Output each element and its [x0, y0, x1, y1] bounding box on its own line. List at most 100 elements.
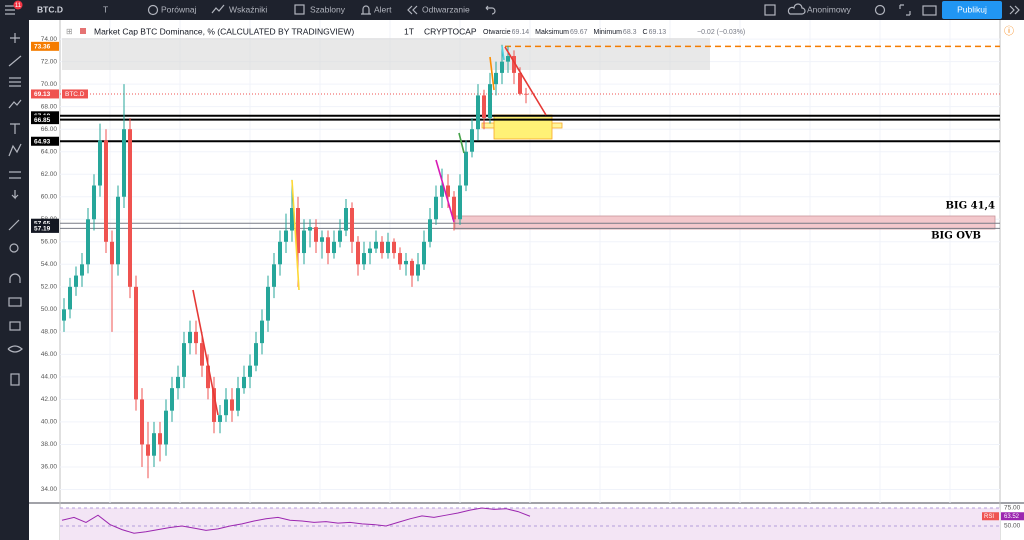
candle-body: [296, 208, 300, 254]
candle-body: [338, 230, 342, 242]
y-tick-label: 40.00: [41, 419, 58, 426]
candle-body: [416, 264, 420, 276]
ohlc-legend: Otwarcie 69.14 Maksimum 69.67 Minimum 68.3 C 69…: [483, 29, 666, 36]
candles: [62, 44, 528, 479]
candle-body: [272, 264, 276, 287]
y-tick-label: 50.00: [41, 306, 58, 313]
candle-body: [110, 241, 114, 265]
fullscreen[interactable]: [899, 4, 911, 16]
candle-body: [404, 260, 408, 265]
candle-body: [326, 237, 330, 254]
indicators[interactable]: Wskaźniki: [229, 4, 267, 14]
legend-toggle[interactable]: ⊞: [66, 27, 73, 36]
candle-body: [194, 331, 198, 344]
y-tick-label: 54.00: [41, 261, 58, 268]
settings[interactable]: [874, 4, 886, 16]
legend-value: 69.14: [512, 29, 530, 36]
candle-body: [260, 320, 264, 344]
undo[interactable]: [485, 5, 496, 15]
candle-body: [470, 129, 474, 152]
candle-body: [182, 343, 186, 377]
candle-body: [332, 241, 336, 254]
legend-label: Minimum: [594, 29, 623, 36]
candle-body: [380, 241, 384, 254]
candle-body: [308, 227, 312, 231]
change: −0.02 (−0.03%): [697, 29, 745, 36]
y-tick-label: 62.00: [41, 171, 58, 178]
candle-body: [254, 343, 258, 366]
publish[interactable]: Publikuj: [957, 4, 987, 14]
candle-body: [206, 365, 210, 389]
rsi-name: RSI: [984, 514, 994, 520]
compare[interactable]: Porównaj: [161, 4, 197, 14]
publish-button[interactable]: [942, 1, 1002, 19]
candle-body: [284, 230, 288, 242]
warning-icon[interactable]: ⓘ: [1004, 26, 1014, 38]
legend-label: Maksimum: [535, 29, 569, 36]
candle-body: [236, 388, 240, 411]
rsi-line: [61, 507, 531, 534]
symbol-icon: [80, 28, 86, 34]
level-label-bg: [31, 41, 59, 51]
exchange: CRYPTOCAP: [424, 26, 477, 36]
y-tick-label: 70.00: [41, 81, 58, 88]
user[interactable]: Anonimowy: [807, 4, 852, 14]
level-label-bg: [31, 136, 59, 146]
candle-body: [146, 444, 150, 456]
symbol[interactable]: BTC.D: [37, 4, 63, 14]
y-tick-label: 60.00: [41, 193, 58, 200]
candle-body: [278, 241, 282, 265]
candle-body: [314, 227, 318, 242]
candle-body: [122, 129, 126, 197]
candle-body: [350, 208, 354, 242]
drawing-tools[interactable]: [7, 33, 23, 386]
candle-body: [98, 140, 102, 186]
level-label-bg: [31, 115, 59, 125]
candle-body: [434, 196, 438, 220]
candle-body: [368, 248, 372, 254]
y-tick-label: 68.00: [41, 103, 58, 110]
candle-body: [392, 241, 396, 254]
candle-body: [440, 185, 444, 197]
compare-icon: [147, 4, 159, 16]
candle-body: [356, 241, 360, 265]
legend-label: C: [643, 29, 648, 36]
alert[interactable]: Alert: [374, 4, 392, 14]
snapshot[interactable]: [922, 5, 937, 16]
candle-body: [116, 196, 120, 265]
candle-body: [128, 129, 132, 287]
candle-body: [68, 286, 72, 310]
candle-body: [152, 433, 156, 456]
candle-body: [476, 95, 480, 130]
candle-body: [344, 208, 348, 231]
replay-icon: [407, 5, 418, 15]
y-tick-label: 38.00: [41, 441, 58, 448]
candle-body: [104, 140, 108, 242]
top-toolbar: [0, 0, 1024, 20]
candle-body: [170, 388, 174, 411]
candle-body: [446, 185, 450, 197]
badge: 11: [15, 3, 22, 9]
menu-button[interactable]: 11: [5, 0, 23, 15]
interval[interactable]: T: [103, 4, 108, 14]
candle-body: [452, 196, 456, 220]
legend-value: 68.3: [623, 29, 637, 36]
level-label: 66.85: [34, 117, 51, 124]
rsi-tick-label: 75.00: [1004, 505, 1021, 512]
level-label-bg: [31, 223, 59, 233]
expand[interactable]: [1009, 5, 1020, 15]
replay[interactable]: Odtwarzanie: [422, 4, 470, 14]
left-toolbar: [0, 20, 29, 540]
rsi-label-bg: [982, 512, 999, 521]
candle-body: [266, 286, 270, 321]
level-label-bg: [31, 218, 59, 228]
layout-icon[interactable]: [764, 4, 776, 16]
candle-body: [248, 365, 252, 377]
y-tick-label: 64.00: [41, 148, 58, 155]
candle-body: [218, 415, 222, 422]
cloud-icon: [787, 3, 806, 15]
candle-body: [158, 433, 162, 445]
templates[interactable]: Szablony: [310, 4, 346, 14]
